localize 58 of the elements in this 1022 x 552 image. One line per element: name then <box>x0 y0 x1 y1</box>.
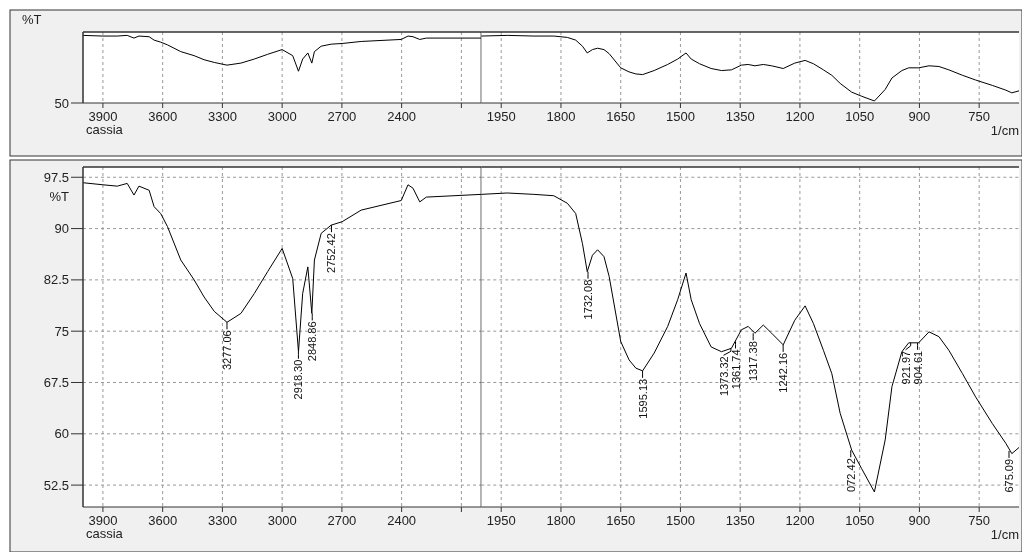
x-tick-label: 3600 <box>148 109 178 124</box>
x-tick-label: 2400 <box>387 109 417 124</box>
annotation: 1242.16 <box>777 352 790 393</box>
x-tick-label: 1350 <box>725 109 755 124</box>
y-axis-title: %T <box>49 189 70 204</box>
x-tick-label: 1800 <box>546 513 576 528</box>
annotation: 1373.32 <box>717 356 730 397</box>
y-tick-label: 97.5 <box>43 169 69 185</box>
x-tick-label: 900 <box>908 109 931 124</box>
x-axis-title: 1/cm <box>990 123 1019 138</box>
annotation: 2752.42 <box>325 233 338 273</box>
x-tick-label: 750 <box>968 109 991 124</box>
annotation: 1361.74 <box>729 349 742 390</box>
annotation: 904.61 <box>911 350 924 385</box>
annotation: 921.97 <box>899 350 912 385</box>
annotation: 1732.08 <box>582 279 595 320</box>
x-tick-label: 1200 <box>785 109 815 124</box>
y-tick-label: 52.5 <box>43 477 69 493</box>
y-tick-label: 67.5 <box>43 374 69 390</box>
x-tick-label: 1950 <box>486 513 516 528</box>
x-tick-label: 1050 <box>845 109 875 124</box>
x-tick-label: 1950 <box>486 109 516 124</box>
annotation: 072.42 <box>844 458 857 492</box>
x-tick-label: 3300 <box>207 513 237 528</box>
text: cassia <box>86 526 124 541</box>
x-tick-label: 1500 <box>665 109 695 124</box>
x-tick-label: 750 <box>968 513 991 528</box>
y-axis-title: %T <box>22 12 42 27</box>
x-axis-title: 1/cm <box>990 527 1019 542</box>
x-tick-label: 1650 <box>606 513 636 528</box>
y-tick-label: 82.5 <box>43 272 69 288</box>
annotation: 1317.38 <box>747 341 760 381</box>
annotation: 1595.13 <box>636 378 649 419</box>
x-tick-label: 3600 <box>148 513 178 528</box>
x-tick-label: 1650 <box>606 109 636 124</box>
x-tick-label: 1200 <box>785 513 815 528</box>
annotation: 675.09 <box>1003 458 1016 493</box>
x-tick-label: 1050 <box>845 513 875 528</box>
x-tick-label: 3300 <box>207 109 237 124</box>
y-tick-label: 75 <box>54 323 69 339</box>
x-tick-label: 2700 <box>327 109 357 124</box>
x-tick-label: 3000 <box>267 513 297 528</box>
text: cassia <box>86 122 124 137</box>
y-tick-label: 60 <box>54 426 69 442</box>
x-tick-label: 1800 <box>546 109 576 124</box>
annotation: 2848.86 <box>306 321 319 362</box>
annotation: 3277.06 <box>220 330 233 371</box>
x-tick-label: 1500 <box>665 513 695 528</box>
annotation: 2918.30 <box>292 359 305 400</box>
x-tick-label: 1350 <box>725 513 755 528</box>
y-tick-label: 90 <box>54 221 69 237</box>
text: 50 <box>54 95 69 111</box>
x-tick-label: 3000 <box>267 109 297 124</box>
x-tick-label: 2400 <box>387 513 417 528</box>
x-tick-label: 2700 <box>327 513 357 528</box>
x-tick-label: 3900 <box>88 513 118 528</box>
x-tick-label: 3900 <box>88 109 118 124</box>
x-tick-label: 900 <box>908 513 931 528</box>
